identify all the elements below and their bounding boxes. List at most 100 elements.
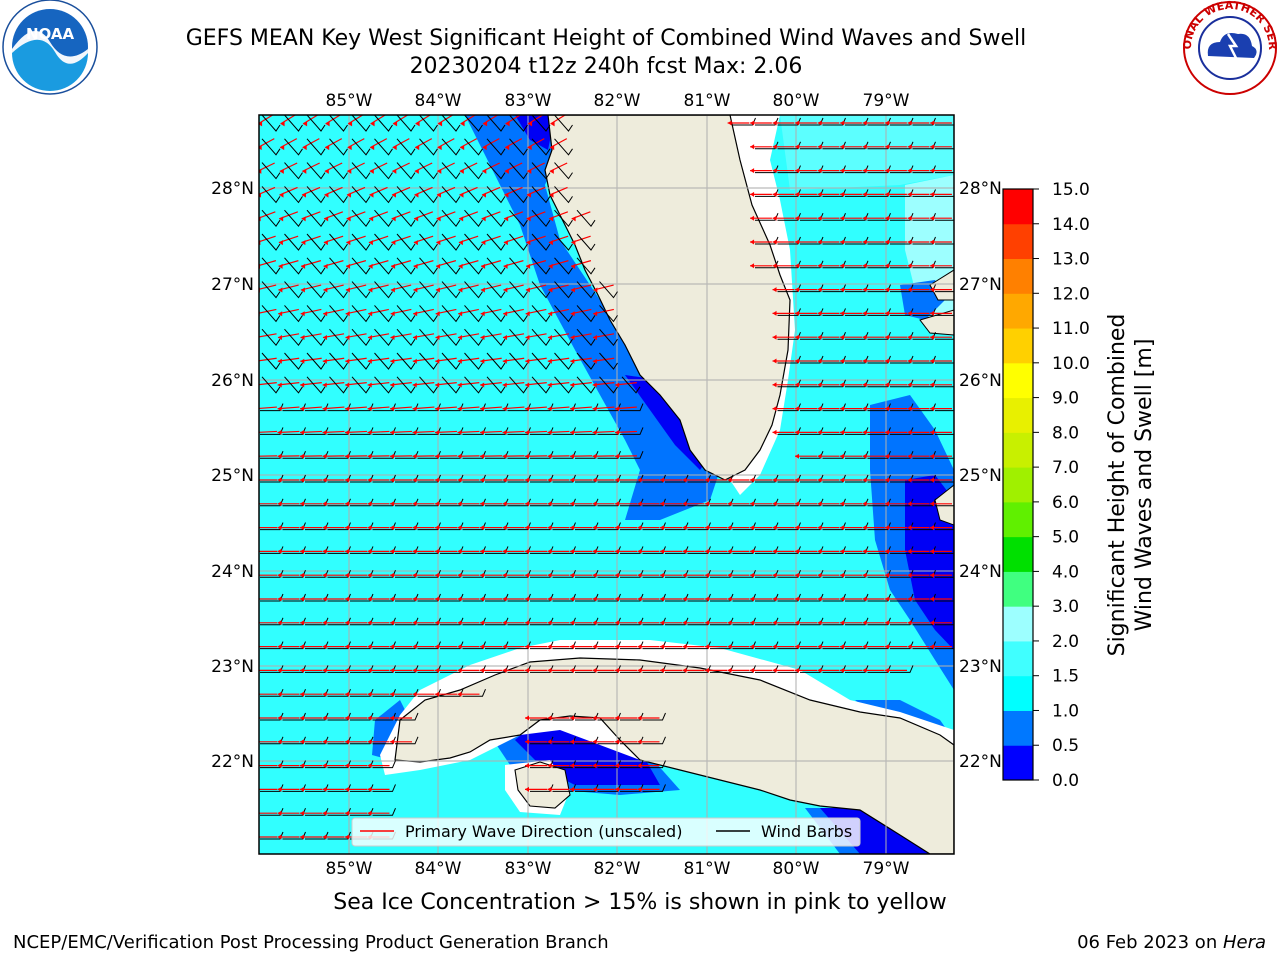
wave-arrowhead — [547, 382, 552, 388]
wind-barb — [845, 355, 869, 364]
wave-arrowhead — [930, 620, 934, 626]
wave-arrowhead — [300, 667, 304, 673]
wave-arrowhead — [457, 548, 462, 554]
wind-barb — [732, 570, 756, 578]
colorbar-tick-label: 4.0 — [1052, 562, 1079, 582]
wave-arrowhead — [300, 501, 304, 507]
wave-arrowhead — [660, 501, 664, 507]
wind-barb — [396, 115, 416, 132]
wind-barb — [327, 498, 351, 507]
wave-arrowhead — [412, 620, 417, 626]
wind-barb — [890, 355, 914, 364]
wind-barb — [822, 617, 846, 626]
wind-barb — [485, 474, 509, 483]
wind-barb — [642, 641, 666, 650]
wind-barb — [620, 784, 644, 792]
wave-arrowhead — [840, 548, 844, 554]
wind-barb — [777, 665, 801, 673]
wave-arrowhead — [592, 786, 597, 792]
wind-barb — [485, 617, 509, 626]
wave-arrowhead — [615, 572, 619, 578]
wave-arrowhead — [795, 334, 800, 340]
wind-barb — [867, 284, 891, 293]
wind-barb — [395, 522, 419, 531]
wind-barb — [395, 593, 419, 602]
wave-arrowhead — [637, 477, 642, 483]
wave-arrowhead — [550, 145, 555, 151]
wave-arrowhead — [615, 596, 619, 602]
wind-barb — [530, 403, 554, 412]
wave-arrowhead — [525, 644, 529, 650]
wave-arrowhead — [435, 406, 440, 412]
wind-barb — [419, 233, 438, 251]
wind-barb — [777, 522, 801, 531]
colorbar-swatches — [1003, 189, 1033, 781]
wind-barb — [710, 522, 734, 531]
wave-arrowhead — [370, 121, 375, 127]
wind-barb — [935, 267, 954, 269]
wind-barb — [329, 352, 348, 370]
wave-arrowhead — [570, 358, 575, 364]
wind-barb — [935, 457, 954, 459]
wind-barb — [710, 593, 734, 602]
wind-barb — [554, 257, 573, 275]
wave-arrowhead — [390, 453, 395, 459]
wave-arrowhead — [682, 477, 687, 483]
wind-barb — [576, 376, 596, 394]
wind-barb — [351, 115, 371, 132]
wave-arrowhead — [772, 287, 777, 293]
wind-barb — [441, 138, 461, 156]
wind-barb — [621, 376, 641, 394]
y-tick-label: 26°N — [959, 371, 1002, 391]
wave-arrowhead — [772, 548, 777, 554]
wind-barb — [284, 186, 303, 204]
wind-barb — [867, 498, 891, 507]
wave-arrowhead — [772, 620, 777, 626]
wave-arrowhead — [414, 216, 419, 222]
wave-arrowhead — [930, 572, 934, 578]
wave-arrowhead — [367, 335, 372, 341]
wave-arrowhead — [660, 644, 664, 650]
wind-barb — [485, 593, 509, 602]
wind-barb — [374, 328, 393, 347]
wave-arrowhead — [322, 525, 327, 531]
wave-arrowhead — [346, 263, 351, 269]
wind-barb — [350, 641, 374, 650]
wind-barb — [260, 736, 284, 745]
wave-arrowhead — [727, 644, 732, 650]
wave-arrowhead — [323, 287, 328, 293]
title-line2: 20230204 t12z 240h fcst Max: 2.06 — [409, 54, 803, 79]
wind-barb — [441, 281, 461, 299]
colorbar-swatch — [1003, 606, 1033, 642]
wave-arrowhead — [907, 382, 912, 388]
wind-barb — [530, 522, 554, 531]
wind-barb — [575, 641, 599, 650]
wave-arrowhead — [277, 786, 282, 792]
wind-barb — [732, 665, 756, 673]
wave-arrowhead — [795, 144, 800, 150]
wind-barb — [777, 379, 801, 388]
wave-arrowhead — [345, 786, 349, 792]
wave-arrowhead — [772, 501, 777, 507]
wind-barb — [282, 760, 306, 769]
wind-barb — [395, 451, 419, 459]
wave-arrowhead — [907, 525, 912, 531]
wind-barb — [845, 308, 869, 316]
wave-arrowhead — [817, 572, 822, 578]
wave-arrowhead — [300, 691, 304, 697]
wave-arrowhead — [840, 501, 844, 507]
wind-barb — [306, 115, 326, 132]
wind-barb — [710, 617, 734, 626]
wave-arrowhead — [548, 311, 553, 317]
wave-arrowhead — [615, 453, 620, 459]
wave-arrowhead — [325, 121, 330, 127]
wind-barb — [440, 689, 464, 697]
wave-arrowhead — [547, 477, 552, 483]
wave-arrowhead — [322, 335, 327, 341]
y-tick-label: 28°N — [211, 179, 254, 199]
wave-arrowhead — [772, 239, 777, 245]
x-tick-label: 85°W — [326, 91, 373, 111]
wind-barb — [732, 546, 756, 554]
wave-arrowhead — [930, 334, 935, 340]
wave-arrowhead — [367, 406, 372, 412]
